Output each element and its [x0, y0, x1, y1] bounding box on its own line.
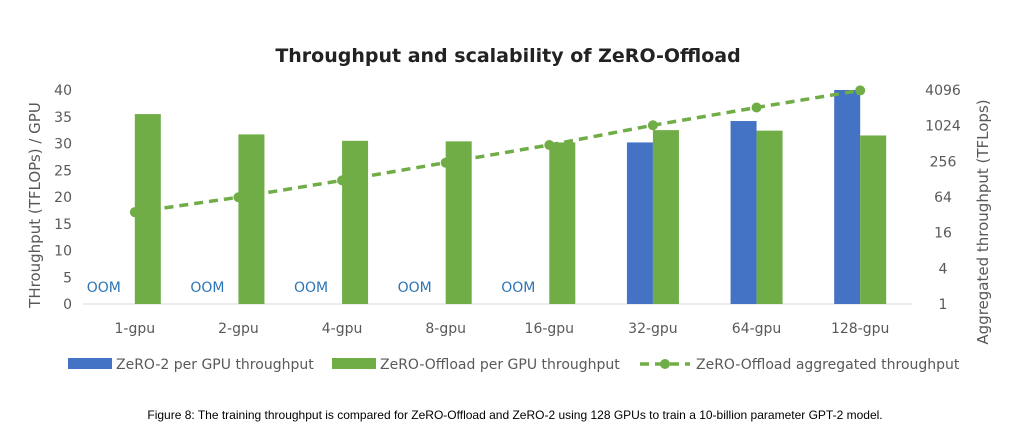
right-tick-label: 4 — [939, 261, 948, 277]
left-tick-label: 15 — [54, 217, 72, 233]
chart: Throughput and scalability of ZeRO-Offlo… — [26, 45, 992, 373]
zero-offload-bar — [652, 130, 679, 304]
x-tick-label: 16-gpu — [525, 321, 575, 337]
aggregated-line — [129, 85, 866, 218]
zero2-bar — [626, 142, 653, 304]
legend-marker-aggregated — [660, 359, 670, 369]
left-tick-label: 20 — [54, 190, 72, 206]
zero2-bar — [834, 90, 861, 304]
legend-label-zero2: ZeRO-2 per GPU throughput — [116, 357, 314, 373]
zero-offload-bar — [445, 141, 472, 304]
left-axis: 0 5 10 15 20 25 30 35 40 — [54, 83, 72, 313]
zero2-bar — [730, 121, 757, 304]
oom-label: OOM — [87, 280, 121, 296]
aggregated-line-path — [134, 88, 861, 214]
left-tick-label: 30 — [54, 137, 72, 153]
aggregated-point — [129, 207, 140, 218]
aggregated-point — [647, 120, 658, 131]
aggregated-point — [751, 102, 762, 113]
left-tick-label: 5 — [63, 270, 72, 286]
oom-label: OOM — [501, 280, 535, 296]
zero-offload-bar — [549, 142, 576, 304]
chart-title: Throughput and scalability of ZeRO-Offlo… — [275, 45, 740, 67]
zero-offload-bar — [860, 135, 887, 304]
zero-offload-bar — [238, 134, 265, 304]
zero-offload-bar — [756, 130, 783, 304]
aggregated-point — [337, 175, 348, 186]
x-tick-label: 1-gpu — [115, 321, 156, 337]
left-tick-label: 0 — [63, 297, 72, 313]
left-tick-label: 10 — [54, 244, 72, 260]
legend-label-aggregated: ZeRO-Offload aggregated throughput — [696, 357, 960, 373]
oom-label: OOM — [398, 280, 432, 296]
aggregated-point — [440, 157, 451, 168]
oom-label: OOM — [190, 280, 224, 296]
legend-swatch-zero-offload — [332, 358, 376, 369]
x-axis: 1-gpu 2-gpu 4-gpu 8-gpu 16-gpu 32-gpu 64-gpu 12… — [115, 321, 890, 337]
right-tick-label: 1024 — [925, 119, 961, 135]
oom-label: OOM — [294, 280, 328, 296]
legend-swatch-zero2 — [68, 358, 112, 369]
legend-label-zero-offload: ZeRO-Offload per GPU throughput — [380, 357, 620, 373]
bars: OOM OOM OOM OOM OOM — [87, 90, 887, 304]
x-tick-label: 8-gpu — [425, 321, 466, 337]
x-tick-label: 32-gpu — [628, 321, 678, 337]
aggregated-point — [233, 192, 244, 203]
x-tick-label: 64-gpu — [732, 321, 782, 337]
left-axis-label: THroughput (TFLOPs) / GPU — [26, 102, 44, 309]
left-tick-label: 40 — [54, 83, 72, 99]
x-tick-label: 4-gpu — [322, 321, 363, 337]
right-tick-label: 256 — [930, 154, 957, 170]
right-tick-label: 16 — [934, 226, 952, 242]
x-tick-label: 2-gpu — [218, 321, 259, 337]
right-tick-label: 4096 — [925, 83, 961, 99]
right-axis: 1 4 16 64 256 1024 4096 — [925, 83, 961, 313]
right-tick-label: 1 — [939, 297, 948, 313]
aggregated-point — [855, 85, 866, 96]
x-tick-label: 128-gpu — [831, 321, 889, 337]
right-tick-label: 64 — [934, 190, 952, 206]
right-axis-label: Aggregated throughput (TFLops) — [974, 99, 992, 344]
zero-offload-bar — [342, 140, 369, 304]
left-tick-label: 35 — [54, 110, 72, 126]
aggregated-point — [544, 140, 555, 151]
figure-caption: Figure 8: The training throughput is com… — [147, 408, 883, 422]
left-tick-label: 25 — [54, 163, 72, 179]
legend: ZeRO-2 per GPU throughput ZeRO-Offload pe… — [68, 357, 960, 373]
